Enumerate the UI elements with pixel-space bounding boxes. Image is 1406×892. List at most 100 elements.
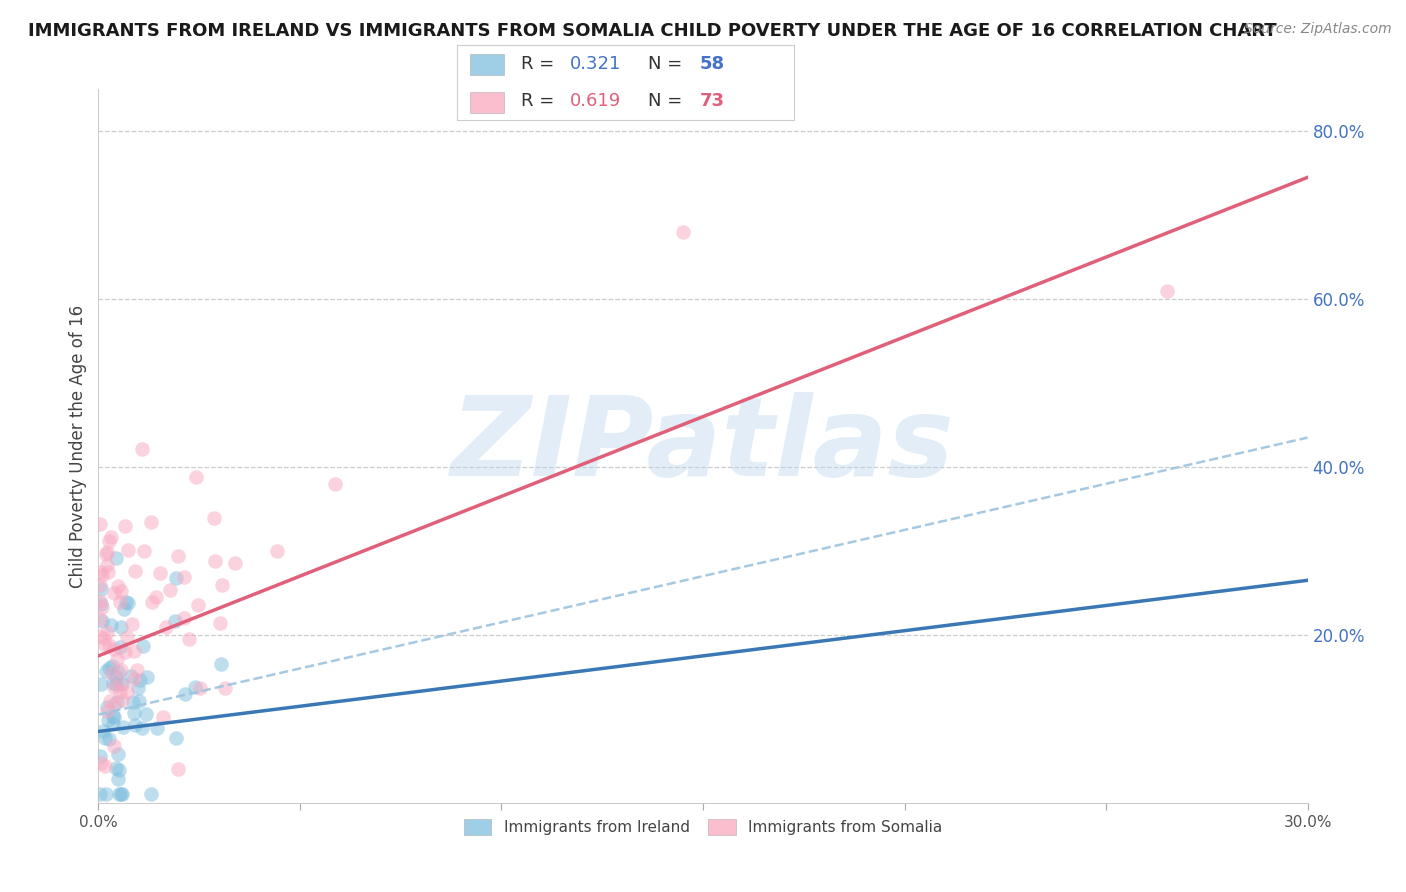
Point bbox=[173, 687, 195, 701]
Point bbox=[122, 644, 145, 658]
Legend: Immigrants from Ireland, Immigrants from Somalia: Immigrants from Ireland, Immigrants from… bbox=[458, 814, 948, 841]
Point bbox=[266, 544, 288, 558]
Point bbox=[124, 672, 146, 686]
Point bbox=[89, 593, 111, 607]
Point bbox=[152, 710, 174, 724]
Point bbox=[103, 710, 125, 724]
Point bbox=[128, 694, 150, 708]
Point bbox=[121, 616, 143, 631]
Point bbox=[101, 665, 124, 680]
Point bbox=[127, 681, 149, 695]
Point bbox=[94, 759, 117, 773]
Point bbox=[111, 677, 134, 691]
Point bbox=[107, 788, 129, 802]
Point bbox=[204, 511, 226, 525]
Point bbox=[111, 788, 134, 802]
Point bbox=[211, 578, 233, 592]
Point bbox=[110, 583, 132, 598]
Point bbox=[103, 697, 125, 711]
Point bbox=[110, 788, 132, 802]
Text: N =: N = bbox=[648, 92, 688, 110]
Point bbox=[165, 731, 187, 746]
Point bbox=[101, 659, 124, 673]
Point bbox=[89, 788, 111, 802]
Point bbox=[110, 620, 132, 634]
Text: N =: N = bbox=[648, 55, 688, 73]
Point bbox=[96, 558, 118, 573]
Point bbox=[159, 583, 181, 598]
Point bbox=[188, 681, 211, 695]
Bar bbox=[471, 92, 505, 112]
Point bbox=[136, 671, 159, 685]
Point bbox=[97, 661, 120, 675]
Text: 58: 58 bbox=[700, 55, 725, 73]
Point bbox=[132, 639, 155, 653]
Point bbox=[96, 788, 118, 802]
Point bbox=[94, 731, 117, 746]
Point bbox=[105, 652, 128, 666]
Text: R =: R = bbox=[522, 92, 560, 110]
Text: IMMIGRANTS FROM IRELAND VS IMMIGRANTS FROM SOMALIA CHILD POVERTY UNDER THE AGE O: IMMIGRANTS FROM IRELAND VS IMMIGRANTS FR… bbox=[28, 22, 1277, 40]
Point bbox=[90, 615, 112, 629]
Point bbox=[105, 761, 128, 775]
Point bbox=[89, 612, 111, 626]
Point bbox=[98, 731, 121, 746]
Point bbox=[105, 677, 128, 691]
Point bbox=[124, 717, 146, 731]
Point bbox=[90, 597, 112, 611]
Point bbox=[96, 545, 118, 559]
Point bbox=[103, 676, 125, 690]
Point bbox=[89, 578, 111, 592]
Point bbox=[132, 543, 155, 558]
Text: Source: ZipAtlas.com: Source: ZipAtlas.com bbox=[1244, 22, 1392, 37]
Point bbox=[98, 694, 121, 708]
Point bbox=[89, 516, 111, 531]
Point bbox=[96, 624, 118, 639]
Point bbox=[117, 684, 139, 698]
Point bbox=[214, 681, 236, 695]
Point bbox=[120, 668, 142, 682]
Point bbox=[184, 470, 207, 484]
Point bbox=[167, 762, 190, 776]
Point bbox=[184, 681, 207, 695]
Point bbox=[128, 673, 150, 688]
Point bbox=[107, 747, 129, 761]
Point bbox=[204, 554, 226, 568]
Text: 0.321: 0.321 bbox=[569, 55, 621, 73]
Point bbox=[96, 704, 118, 718]
Point bbox=[100, 530, 122, 544]
Point bbox=[117, 543, 139, 558]
Point bbox=[103, 709, 125, 723]
Point bbox=[155, 620, 177, 634]
Point bbox=[107, 579, 129, 593]
Point bbox=[149, 566, 172, 580]
Point bbox=[224, 556, 246, 570]
Point bbox=[104, 551, 127, 566]
Point bbox=[103, 585, 125, 599]
Point bbox=[107, 665, 129, 679]
Point bbox=[173, 611, 195, 625]
Point bbox=[103, 739, 125, 754]
Point bbox=[139, 788, 162, 802]
Point bbox=[187, 599, 209, 613]
Point bbox=[146, 721, 169, 735]
Point bbox=[97, 638, 120, 652]
Point bbox=[98, 534, 121, 549]
Point bbox=[208, 615, 231, 630]
Text: 0.619: 0.619 bbox=[569, 92, 621, 110]
Point bbox=[114, 519, 136, 533]
Point bbox=[91, 567, 114, 582]
Point bbox=[108, 595, 131, 609]
Point bbox=[672, 225, 695, 239]
Point bbox=[104, 670, 127, 684]
Point bbox=[122, 706, 145, 721]
Point bbox=[90, 599, 112, 614]
Text: ZIPatlas: ZIPatlas bbox=[451, 392, 955, 500]
Point bbox=[89, 629, 111, 643]
Point bbox=[100, 618, 122, 632]
Point bbox=[167, 549, 190, 563]
Point bbox=[165, 571, 187, 585]
Point bbox=[93, 631, 115, 645]
Point bbox=[173, 570, 195, 584]
Point bbox=[111, 693, 134, 707]
